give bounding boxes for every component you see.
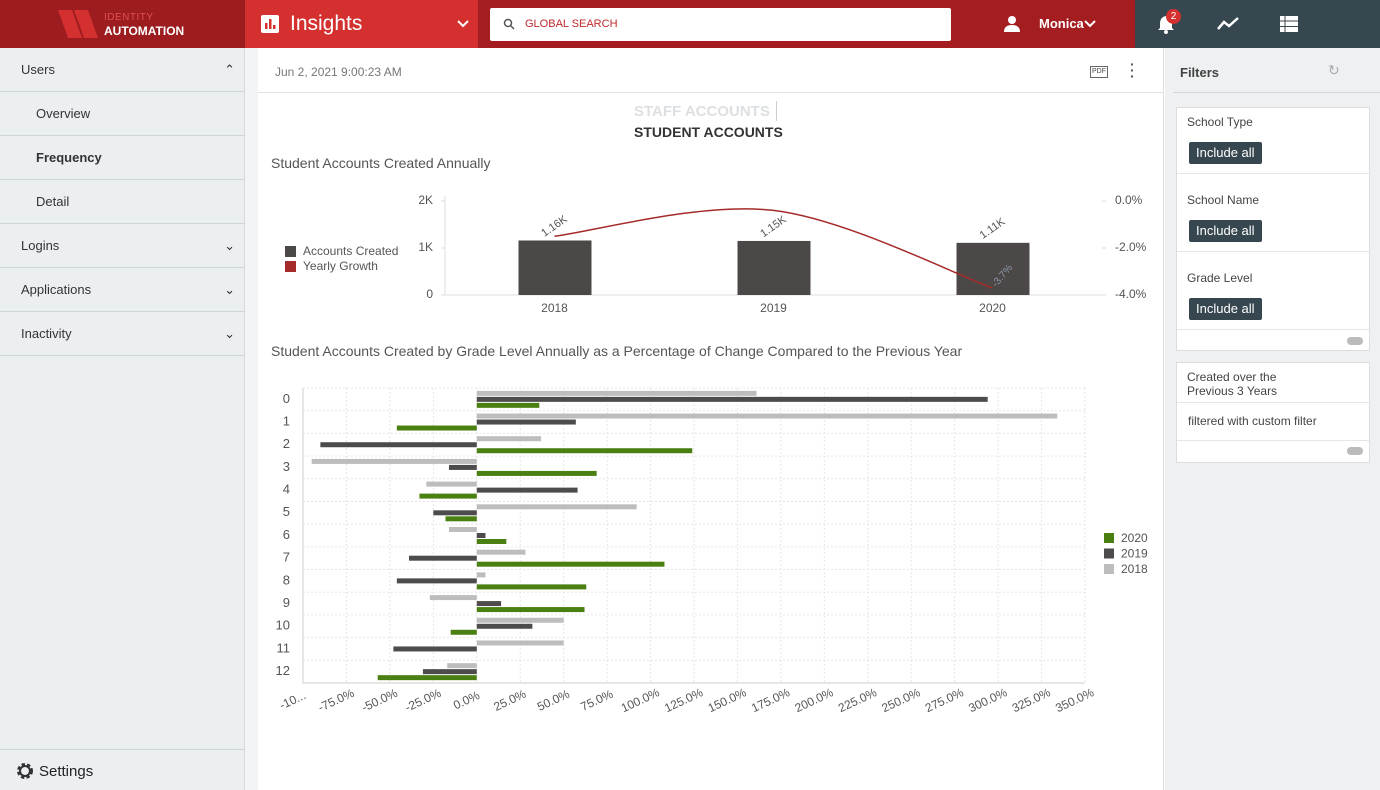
nav-section[interactable]: Inactivity ⌄ [0, 312, 245, 356]
filter-value[interactable]: Include all [1189, 298, 1262, 320]
toolbar: Jun 2, 2021 9:00:23 AM PDF · · · [258, 48, 1163, 93]
chevron: ⌄ [224, 326, 235, 341]
divider [1173, 92, 1380, 93]
nav-label: Detail [36, 194, 70, 209]
search-placeholder: GLOBAL SEARCH [525, 18, 618, 30]
app-title: Insights [290, 12, 363, 35]
filters-panel: Filters ↻ School Type Include all School… [1165, 48, 1380, 790]
chevron: ⌄ [224, 238, 235, 253]
chevron [457, 20, 469, 28]
filter-label: School Type [1187, 115, 1253, 129]
search-box[interactable]: GLOBAL SEARCH [490, 8, 951, 41]
filter-label: Created over the Previous 3 Years [1187, 370, 1278, 398]
notification-badge: 2 [1166, 9, 1181, 24]
tab-divider [776, 101, 777, 121]
filter-card: School Type Include all School Name Incl… [1176, 107, 1370, 351]
nav-section[interactable]: Applications ⌄ [0, 268, 245, 312]
filter-group: Grade Level Include all [1177, 264, 1369, 330]
main-panel: Jun 2, 2021 9:00:23 AM PDF · · · STAFF ACC… [258, 48, 1164, 790]
pdf-button[interactable]: PDF [1090, 66, 1108, 78]
filter-group: School Type Include all [1177, 108, 1369, 174]
nav-section[interactable]: Users ⌃ [0, 48, 245, 92]
nav-label: Logins [21, 238, 60, 253]
tab[interactable]: STUDENT ACCOUNTS [634, 124, 783, 140]
filter-value[interactable]: Include all [1189, 220, 1262, 242]
chevron [1084, 20, 1096, 28]
nav-section[interactable]: Logins ⌄ [0, 224, 245, 268]
nav-label: Overview [36, 106, 91, 121]
user-icon [1004, 16, 1020, 32]
nav-label: Inactivity [21, 326, 72, 341]
app-switcher[interactable]: Insights [245, 0, 478, 48]
filter-group: School Name Include all [1177, 186, 1369, 252]
reset-icon[interactable]: ↻ [1328, 62, 1340, 78]
chart-title: Student Accounts Created by Grade Level … [271, 343, 963, 359]
timestamp: Jun 2, 2021 9:00:23 AM [275, 65, 402, 79]
chevron: ⌄ [224, 282, 235, 297]
nav-item[interactable]: Frequency [0, 136, 245, 180]
logo-icon [58, 10, 98, 38]
nav-item[interactable]: Detail [0, 180, 245, 224]
table-icon[interactable] [1280, 16, 1298, 32]
filter-value[interactable]: Include all [1189, 142, 1262, 164]
trend-icon[interactable] [1217, 17, 1239, 31]
logo-text: AUTOMATION [104, 24, 185, 38]
divider [1177, 402, 1369, 403]
more-menu[interactable]: · · · [1130, 56, 1135, 84]
toggle[interactable] [1347, 447, 1363, 455]
divider [1177, 440, 1369, 441]
toggle[interactable] [1347, 337, 1363, 345]
logo-text: IDENTITY [104, 12, 154, 23]
sidebar: Users ⌃ Overview Frequency Detail Logins ⌄… [0, 48, 245, 790]
settings[interactable]: Settings [0, 749, 244, 790]
chevron: ⌃ [224, 62, 235, 77]
filter-label: School Name [1187, 193, 1260, 207]
nav-label: Frequency [36, 150, 102, 165]
filter-label: Grade Level [1187, 271, 1253, 285]
logo-area: IDENTITY AUTOMATION [0, 0, 245, 48]
nav-label: Applications [21, 282, 92, 297]
header-tools: 2 [1135, 0, 1380, 48]
chart-title: Student Accounts Created Annually [271, 155, 491, 171]
nav-item[interactable]: Overview [0, 92, 245, 136]
filters-title: Filters [1180, 65, 1220, 80]
app-icon [261, 15, 279, 33]
filter-card: Created over the Previous 3 Years filter… [1176, 362, 1370, 463]
settings-icon [17, 763, 33, 779]
nav-label: Users [21, 62, 55, 77]
search-icon [503, 18, 515, 30]
header-bar: GLOBAL SEARCH Monica [478, 0, 1135, 48]
user-name[interactable]: Monica [1039, 16, 1084, 31]
gutter [245, 48, 258, 790]
settings-label: Settings [39, 763, 94, 780]
filter-value: filtered with custom filter [1188, 414, 1317, 428]
tab[interactable]: STAFF ACCOUNTS [634, 103, 770, 120]
